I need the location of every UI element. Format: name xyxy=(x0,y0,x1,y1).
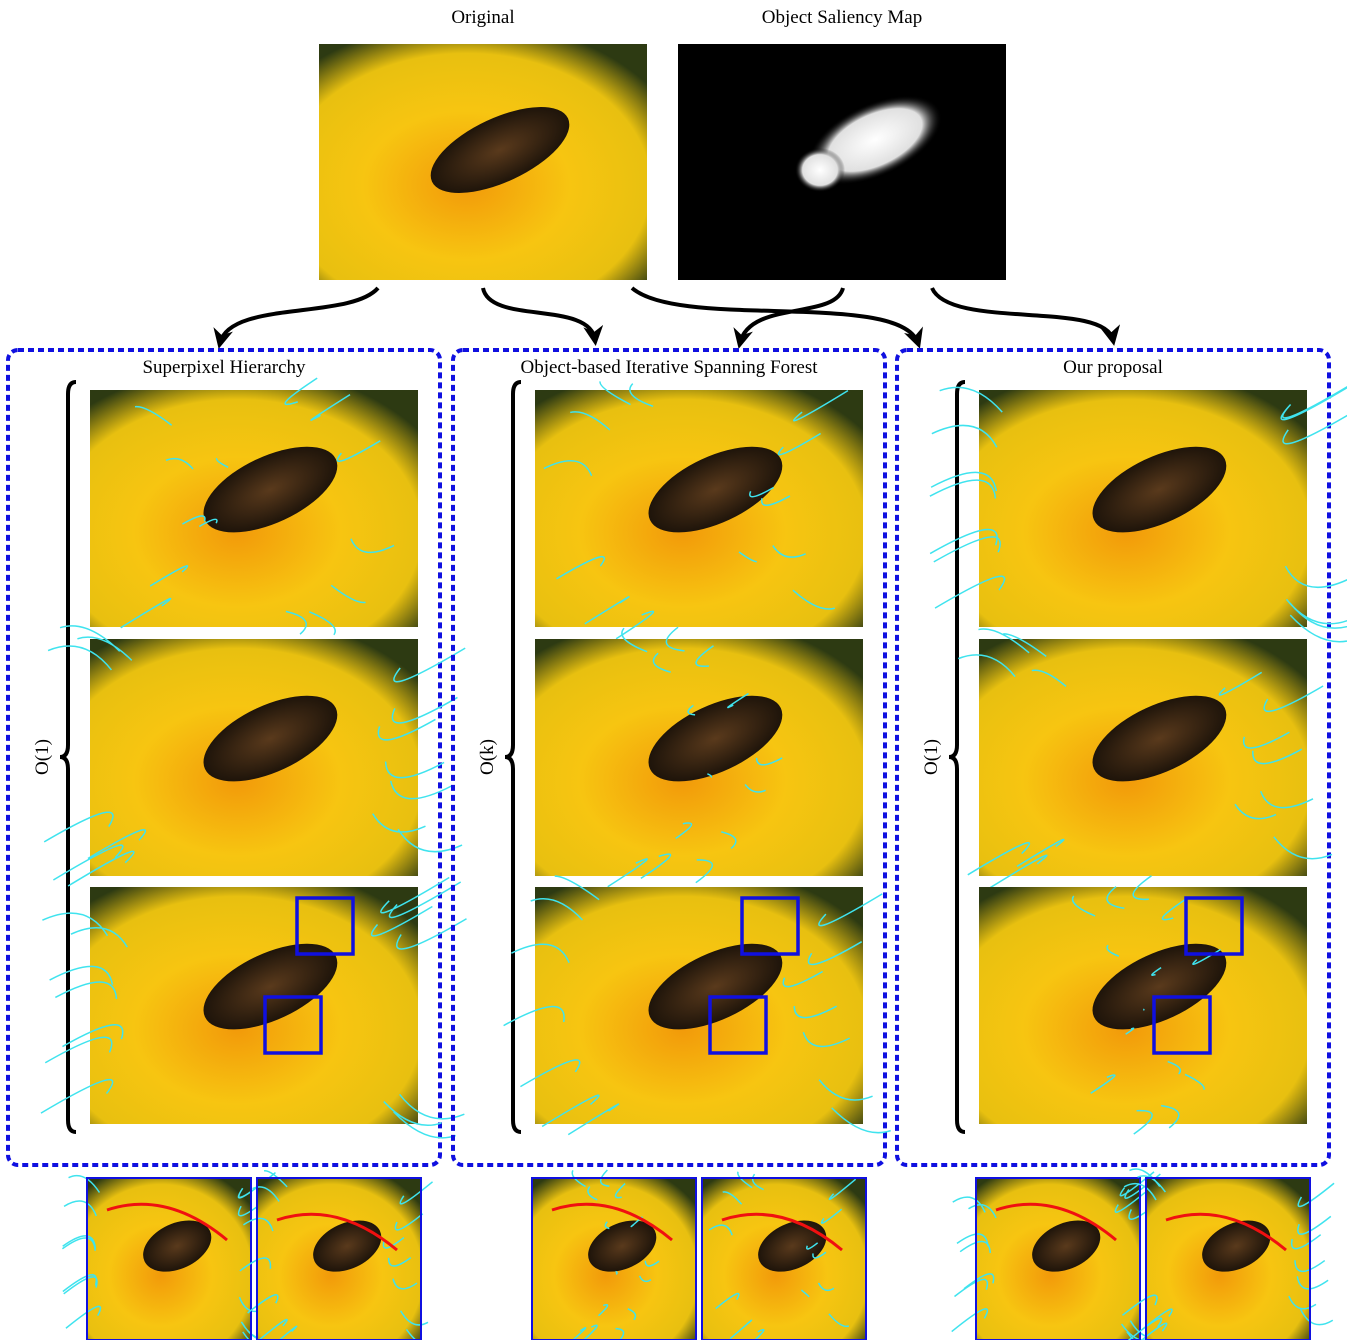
brace xyxy=(949,382,965,1132)
arrows xyxy=(220,288,1113,343)
panel: Our proposal O(1) xyxy=(897,350,1347,1340)
complexity-label: O(1) xyxy=(32,739,53,775)
brace xyxy=(505,382,521,1132)
saliency-label: Object Saliency Map xyxy=(762,7,922,28)
panel: Superpixel Hierarchy O(1) xyxy=(8,350,467,1340)
complexity-label: O(k) xyxy=(477,739,498,775)
panel-title: Superpixel Hierarchy xyxy=(142,357,306,378)
panel-title: Our proposal xyxy=(1063,357,1163,378)
saliency-map xyxy=(678,44,1006,280)
original-label: Original xyxy=(451,7,514,28)
brace xyxy=(60,382,76,1132)
panel-title: Object-based Iterative Spanning Forest xyxy=(520,357,818,378)
complexity-label: O(1) xyxy=(921,739,942,775)
original-image xyxy=(319,44,647,280)
figure: Original Object Saliency Map Superpixel … xyxy=(0,0,1347,1340)
panel: Object-based Iterative Spanning Forest O(… xyxy=(453,350,891,1340)
